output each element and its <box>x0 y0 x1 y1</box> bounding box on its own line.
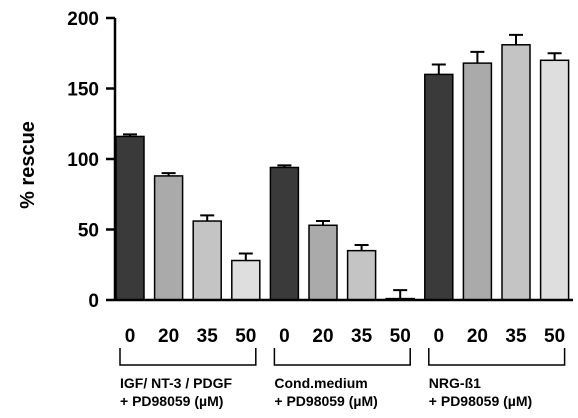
error-bar <box>200 214 215 222</box>
error-bar <box>123 133 137 137</box>
bar-3-35 <box>501 44 531 301</box>
x-tick-label: 35 <box>505 326 527 347</box>
x-axis: 0 20 35 50 0 20 35 50 0 20 35 50 <box>115 298 573 347</box>
group-label-line2: + PD98059 (µM) <box>429 393 532 409</box>
error-bar <box>431 63 446 75</box>
y-tick-label: 200 <box>67 9 99 30</box>
bar-1-0 <box>115 135 145 301</box>
x-tick-label: 0 <box>279 326 290 347</box>
x-tick-label: 20 <box>312 326 333 347</box>
bar-1-35 <box>192 220 222 301</box>
x-tick-label: 50 <box>235 326 256 347</box>
bar-series <box>115 33 570 301</box>
group-bracket <box>428 348 566 366</box>
group-label-line1: Cond.medium <box>274 375 367 391</box>
x-tick-label: 0 <box>434 326 445 347</box>
x-tick-label: 50 <box>544 326 565 347</box>
error-bar <box>316 220 330 226</box>
y-tick-label: 50 <box>78 221 99 242</box>
y-axis: 0 50 100 150 200 <box>67 9 117 312</box>
bar-3-0 <box>424 73 454 301</box>
y-tick-label: 150 <box>67 80 99 101</box>
x-tick-label: 35 <box>351 326 373 347</box>
bar-2-0 <box>269 166 300 301</box>
x-tick-label: 35 <box>197 326 219 347</box>
error-bar <box>547 52 562 61</box>
x-tick-label: 20 <box>158 326 179 347</box>
group-label-line1: NRG-ß1 <box>429 375 481 391</box>
error-bar <box>509 33 523 45</box>
y-tick-label: 0 <box>88 291 99 312</box>
y-tick-label: 100 <box>67 150 99 171</box>
group-label-line2: + PD98059 (µM) <box>274 393 377 409</box>
group-bracket <box>119 348 257 366</box>
bar-2-35 <box>346 249 377 301</box>
x-tick-label: 50 <box>390 326 411 347</box>
x-tick-label: 0 <box>125 326 136 347</box>
group-labels: IGF/ NT-3 / PDGF + PD98059 (µM) Cond.mediu… <box>119 348 566 409</box>
bar-2-20 <box>308 224 338 301</box>
group-label-line2: + PD98059 (µM) <box>120 393 223 409</box>
error-bar <box>470 50 485 64</box>
bar-3-50 <box>539 59 570 301</box>
error-bar <box>277 164 292 168</box>
error-bar <box>238 252 253 261</box>
error-bar <box>354 244 369 251</box>
bar-3-20 <box>462 62 493 301</box>
bar-1-20 <box>153 175 184 301</box>
error-bar <box>393 289 408 299</box>
y-axis-label: % rescue <box>17 121 39 209</box>
error-bar <box>161 172 176 176</box>
group-bracket <box>273 348 411 366</box>
group-label-line1: IGF/ NT-3 / PDGF <box>120 375 232 391</box>
x-tick-label: 20 <box>467 326 488 347</box>
bar-1-50 <box>231 259 261 301</box>
